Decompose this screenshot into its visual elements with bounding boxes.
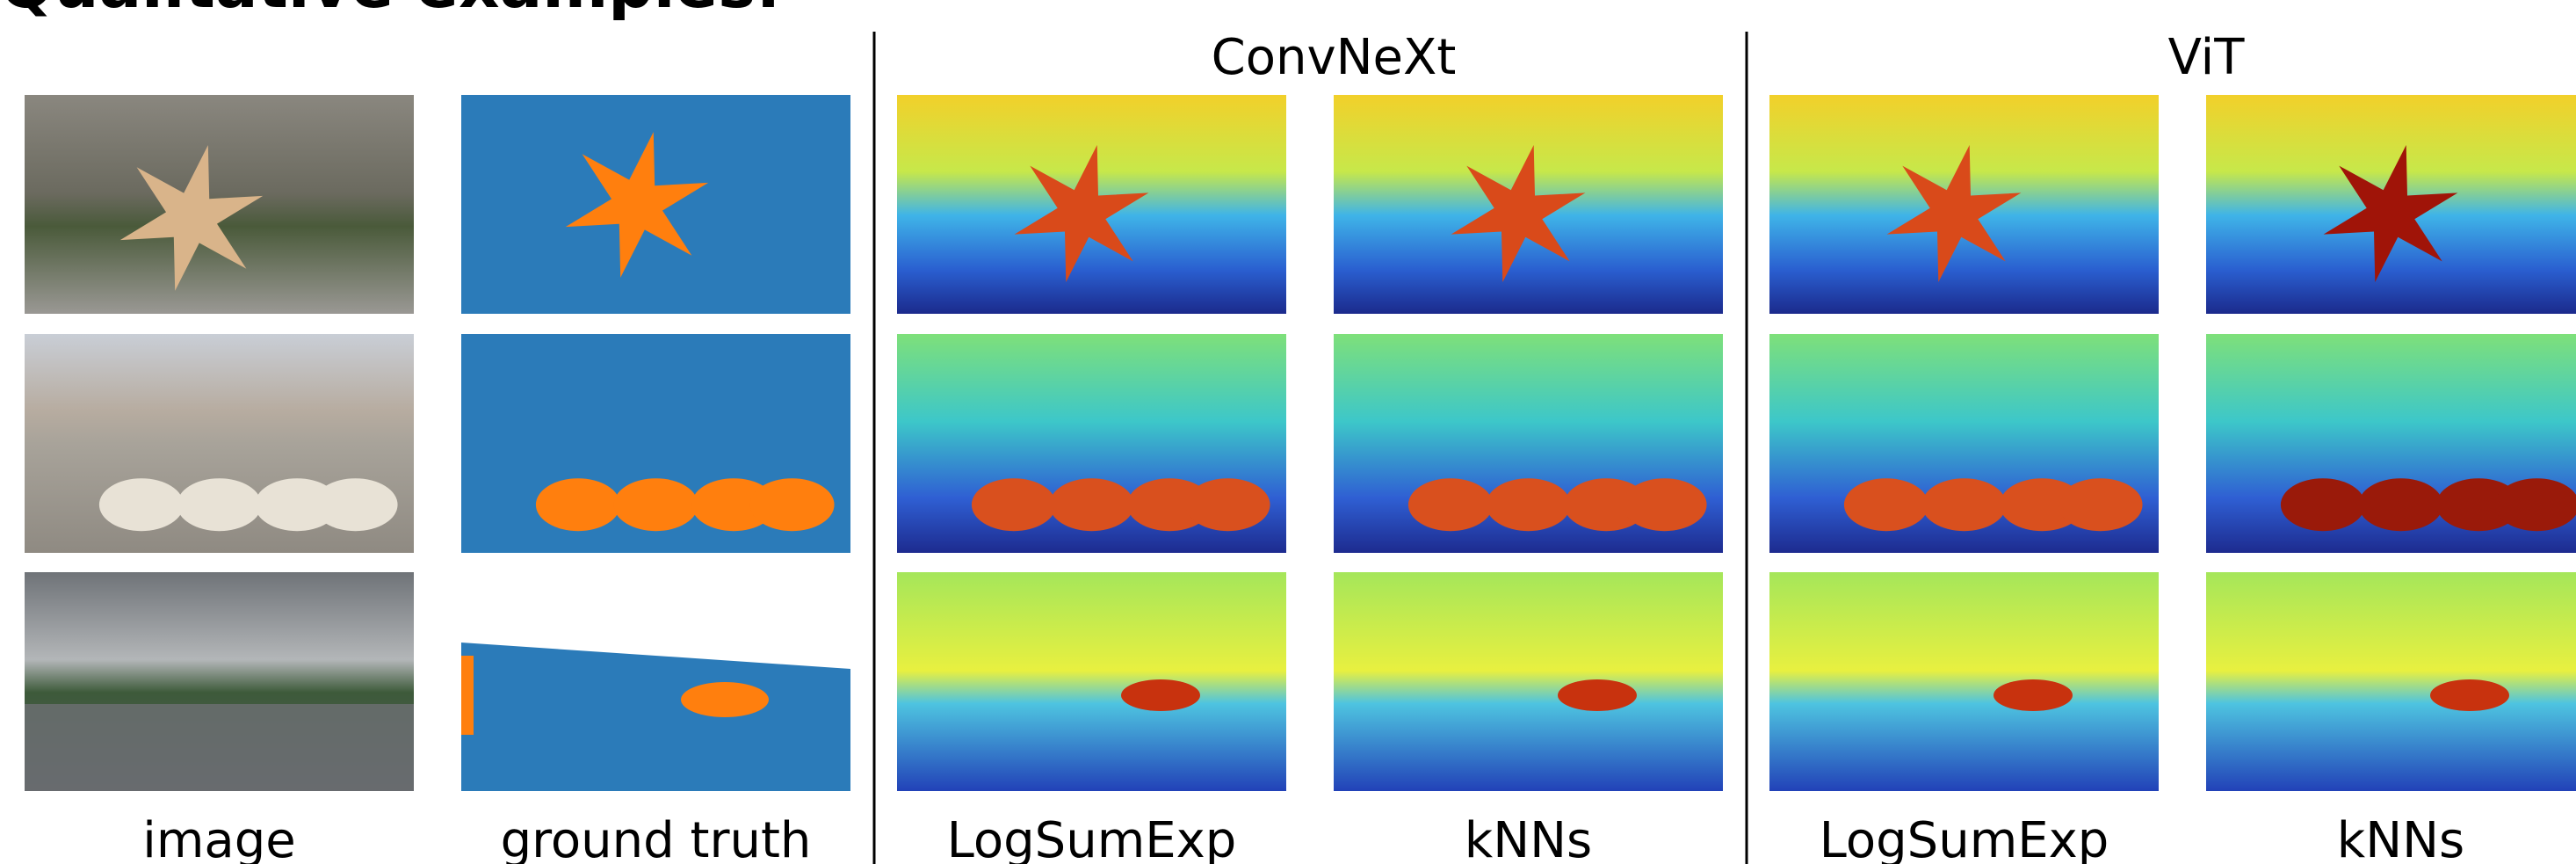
object-shape <box>1408 478 1493 531</box>
panel <box>2206 334 2576 553</box>
column-label: kNNs <box>2337 812 2464 864</box>
object-shape <box>536 478 620 531</box>
object-shape <box>99 478 184 531</box>
panel <box>25 334 414 553</box>
panel <box>1334 572 1723 791</box>
heatmap <box>897 572 1286 791</box>
panel <box>2206 95 2576 314</box>
object-shape <box>972 478 1056 531</box>
object-shape <box>314 478 398 531</box>
heatmap <box>1769 572 2159 791</box>
group-header: ConvNeXt <box>1212 29 1457 86</box>
object-shape <box>2495 478 2576 531</box>
road <box>25 704 414 791</box>
object-shape <box>461 656 474 735</box>
heatmap <box>1334 572 1723 791</box>
heatmap <box>2206 572 2576 791</box>
object-shape <box>1121 679 1200 711</box>
panel <box>1334 95 1723 314</box>
object-shape <box>1050 478 1134 531</box>
figure: Qualitative examples: ConvNeXt ViT image… <box>0 0 2576 864</box>
object-shape <box>1186 478 1270 531</box>
column-labels: image ground truth LogSumExp kNNs LogSumExp k… <box>142 812 2464 864</box>
object-shape <box>681 682 769 717</box>
panel <box>1769 334 2159 553</box>
panel <box>1769 95 2159 314</box>
panel <box>1769 572 2159 791</box>
panel <box>897 572 1286 791</box>
object-shape <box>1558 679 1637 711</box>
object-shape <box>1922 478 2007 531</box>
column-label: LogSumExp <box>1820 812 2109 864</box>
panels <box>25 95 2576 791</box>
panel <box>897 334 1286 553</box>
column-label: ground truth <box>501 812 812 864</box>
panel <box>461 572 850 791</box>
panel <box>2206 572 2576 791</box>
object-shape <box>1994 679 2073 711</box>
object-shape <box>1623 478 1707 531</box>
object-shape <box>1844 478 1928 531</box>
group-header: ViT <box>2168 29 2246 86</box>
panel <box>1334 334 1723 553</box>
panel <box>25 572 414 791</box>
object-shape <box>614 478 698 531</box>
object-shape <box>2430 679 2509 711</box>
column-label: LogSumExp <box>947 812 1237 864</box>
object-shape <box>750 478 835 531</box>
object-shape <box>2059 478 2143 531</box>
figure-title: Qualitative examples: <box>0 0 781 22</box>
object-shape <box>2281 478 2365 531</box>
panel <box>461 95 850 314</box>
column-label: kNNs <box>1465 812 1592 864</box>
object-shape <box>2359 478 2443 531</box>
panel <box>461 334 850 553</box>
object-shape <box>177 478 262 531</box>
column-label: image <box>142 812 295 864</box>
page: Qualitative examples: ConvNeXt ViT image… <box>0 0 2576 864</box>
panel <box>25 95 414 314</box>
object-shape <box>1487 478 1571 531</box>
panel <box>897 95 1286 314</box>
